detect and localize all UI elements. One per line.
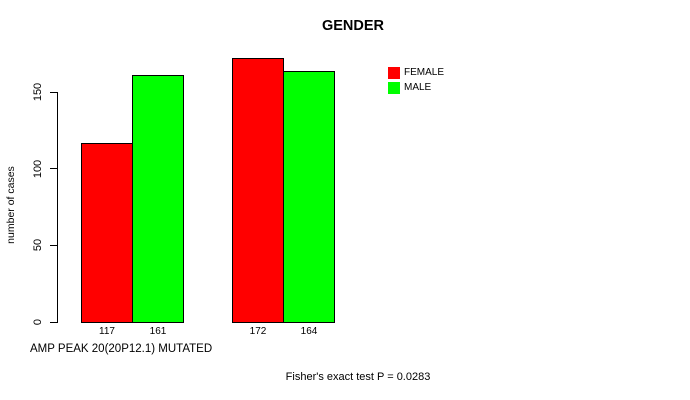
bar-male-group1 — [132, 75, 184, 323]
bar-value-label: 117 — [99, 326, 115, 337]
bar-value-label: 164 — [300, 326, 318, 337]
legend-swatch-female — [388, 66, 400, 79]
bar-male-group2 — [283, 71, 335, 323]
y-axis-tick-label: 50 — [32, 239, 44, 252]
y-axis-tick-label: 100 — [32, 159, 44, 178]
legend-item-female: FEMALE — [388, 65, 444, 80]
legend-swatch-male — [388, 81, 400, 94]
y-axis-tick — [50, 321, 57, 323]
y-axis-tick-label: 150 — [32, 82, 44, 102]
x-axis-caption: AMP PEAK 20(20P12.1) MUTATED — [30, 343, 213, 355]
bar-value-label: 161 — [149, 326, 167, 337]
y-axis-tick — [50, 91, 57, 93]
bar-female-group2 — [232, 58, 284, 323]
chart-title: GENDER — [321, 18, 385, 34]
legend: FEMALE MALE — [388, 65, 444, 95]
y-axis-tick — [50, 168, 57, 170]
y-axis-tick-label: 0 — [32, 318, 44, 326]
legend-label-female: FEMALE — [404, 67, 445, 78]
y-axis-line — [57, 92, 58, 323]
legend-label-male: MALE — [404, 82, 432, 93]
bar-value-label: 172 — [249, 326, 267, 337]
legend-item-male: MALE — [388, 80, 444, 95]
y-axis-tick — [50, 244, 57, 246]
bar-female-group1 — [81, 143, 133, 323]
y-axis-label: number of cases — [5, 166, 17, 244]
statistical-test-note: Fisher's exact test P = 0.0283 — [285, 371, 431, 383]
